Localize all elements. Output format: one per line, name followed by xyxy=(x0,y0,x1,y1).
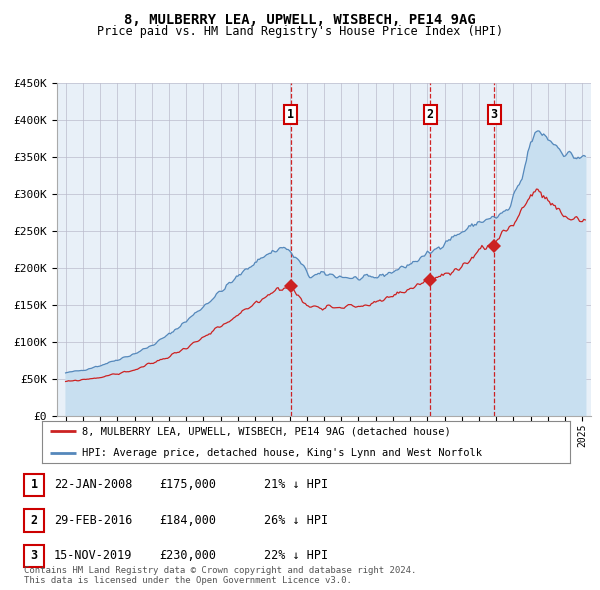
Text: Contains HM Land Registry data © Crown copyright and database right 2024.
This d: Contains HM Land Registry data © Crown c… xyxy=(24,566,416,585)
Text: 3: 3 xyxy=(31,549,38,562)
Text: £184,000: £184,000 xyxy=(159,514,216,527)
Text: 29-FEB-2016: 29-FEB-2016 xyxy=(54,514,133,527)
Text: 22% ↓ HPI: 22% ↓ HPI xyxy=(264,549,328,562)
Text: 3: 3 xyxy=(491,108,498,121)
Text: 15-NOV-2019: 15-NOV-2019 xyxy=(54,549,133,562)
Text: Price paid vs. HM Land Registry's House Price Index (HPI): Price paid vs. HM Land Registry's House … xyxy=(97,25,503,38)
Text: 21% ↓ HPI: 21% ↓ HPI xyxy=(264,478,328,491)
Text: 1: 1 xyxy=(31,478,38,491)
Text: £175,000: £175,000 xyxy=(159,478,216,491)
Text: 8, MULBERRY LEA, UPWELL, WISBECH, PE14 9AG: 8, MULBERRY LEA, UPWELL, WISBECH, PE14 9… xyxy=(124,13,476,27)
Text: 2: 2 xyxy=(31,514,38,527)
Text: 2: 2 xyxy=(427,108,434,121)
Text: 22-JAN-2008: 22-JAN-2008 xyxy=(54,478,133,491)
Text: 8, MULBERRY LEA, UPWELL, WISBECH, PE14 9AG (detached house): 8, MULBERRY LEA, UPWELL, WISBECH, PE14 9… xyxy=(82,427,451,436)
Text: 26% ↓ HPI: 26% ↓ HPI xyxy=(264,514,328,527)
Text: 1: 1 xyxy=(287,108,294,121)
Text: £230,000: £230,000 xyxy=(159,549,216,562)
Text: HPI: Average price, detached house, King's Lynn and West Norfolk: HPI: Average price, detached house, King… xyxy=(82,448,482,457)
